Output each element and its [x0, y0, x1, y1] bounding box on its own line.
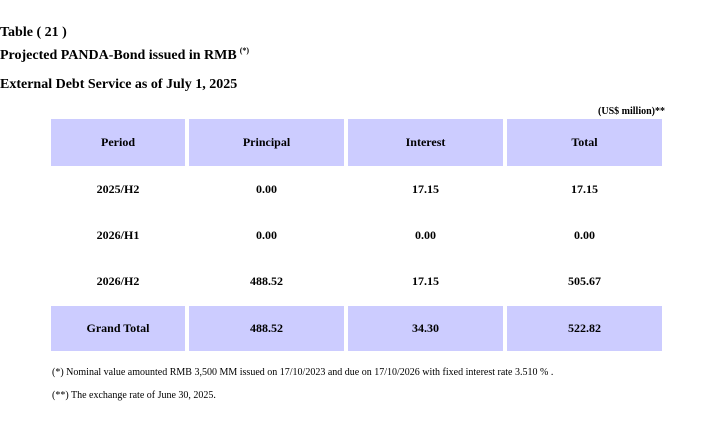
cell-period: 2025/H2 — [96, 181, 140, 196]
header-total: Total — [507, 119, 662, 166]
cell-principal: 0.00 — [256, 227, 277, 242]
grand-total-total: 522.82 — [507, 306, 662, 351]
cell-total: 17.15 — [571, 181, 598, 196]
table-heading: Projected PANDA-Bond issued in RMB (*) — [0, 46, 719, 64]
grand-total-row: Grand Total 488.52 34.30 522.82 — [51, 306, 662, 351]
cell-interest: 17.15 — [412, 181, 439, 196]
header-row: Period Principal Interest Total — [51, 119, 662, 166]
grand-total-interest: 34.30 — [348, 306, 503, 351]
cell-interest: 17.15 — [412, 273, 439, 288]
cell-total: 505.67 — [568, 273, 601, 288]
table-subheading: External Debt Service as of July 1, 2025 — [0, 77, 238, 92]
cell-principal: 488.52 — [250, 273, 283, 288]
cell-total: 0.00 — [574, 227, 595, 242]
heading-footnote-mark: (*) — [239, 46, 250, 55]
footnote-exchange-rate: (**) The exchange rate of June 30, 2025. — [52, 390, 216, 401]
grand-total-label: Grand Total — [51, 306, 185, 351]
table-heading-text: Projected PANDA-Bond issued in RMB — [0, 48, 237, 63]
cell-period: 2026/H1 — [96, 227, 140, 242]
table-row: 2025/H2 0.00 17.15 17.15 — [51, 166, 662, 212]
cell-principal: 0.00 — [256, 181, 277, 196]
debt-service-table: Period Principal Interest Total 2025/H2 … — [47, 119, 666, 351]
table-row: 2026/H1 0.00 0.00 0.00 — [51, 212, 662, 258]
unit-label: (US$ million)** — [598, 106, 665, 117]
header-principal: Principal — [189, 119, 344, 166]
header-interest: Interest — [348, 119, 503, 166]
footnote-nominal-value: (*) Nominal value amounted RMB 3,500 MM … — [52, 367, 554, 378]
header-period: Period — [51, 119, 185, 166]
cell-period: 2026/H2 — [96, 273, 140, 288]
table-row: 2026/H2 488.52 17.15 505.67 — [51, 258, 662, 304]
cell-interest: 0.00 — [415, 227, 436, 242]
grand-total-principal: 488.52 — [189, 306, 344, 351]
table-number: Table ( 21 ) — [0, 25, 67, 40]
